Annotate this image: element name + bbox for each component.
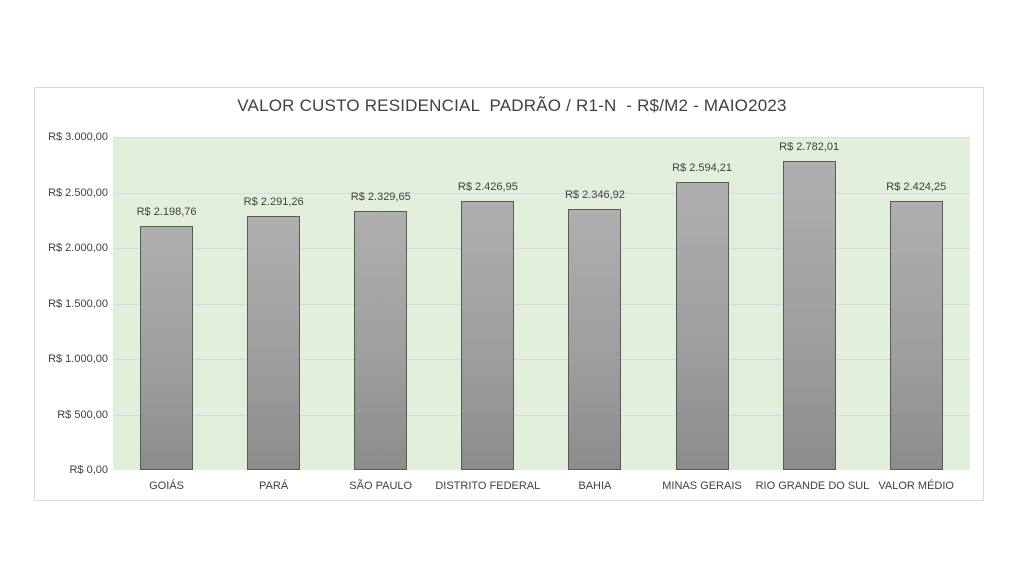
bar (782, 161, 836, 470)
data-label: R$ 2.782,01 (779, 141, 840, 153)
y-tick-label: R$ 1.000,00 (48, 353, 108, 365)
x-category-label: MINAS GERAIS (662, 480, 742, 492)
x-category-label: SÃO PAULO (349, 480, 413, 492)
data-label: R$ 2.594,21 (672, 162, 733, 174)
plot-area (113, 137, 970, 470)
data-label: R$ 2.424,25 (886, 181, 947, 193)
bar (354, 211, 408, 470)
gridline (113, 304, 970, 305)
x-category-label: VALOR MÉDIO (878, 480, 954, 492)
gridline (113, 415, 970, 416)
bar (247, 216, 301, 470)
y-tick-label: R$ 1.500,00 (48, 298, 108, 310)
bar (889, 201, 943, 470)
x-category-label: GOIÁS (149, 480, 184, 492)
bar (461, 201, 515, 470)
gridline (113, 193, 970, 194)
x-category-label: DISTRITO FEDERAL (435, 480, 541, 492)
data-label: R$ 2.291,26 (243, 196, 304, 208)
y-tick-label: R$ 3.000,00 (48, 131, 108, 143)
data-label: R$ 2.329,65 (350, 191, 411, 203)
bar (675, 182, 729, 470)
gridline (113, 359, 970, 360)
x-category-label: PARÁ (259, 480, 289, 492)
y-tick-label: R$ 500,00 (57, 409, 108, 421)
y-tick-label: R$ 2.500,00 (48, 187, 108, 199)
bar (568, 209, 622, 470)
x-category-label: BAHIA (578, 480, 612, 492)
gridline (113, 137, 970, 138)
y-tick-label: R$ 0,00 (69, 464, 108, 476)
bar (140, 226, 194, 470)
data-label: R$ 2.346,92 (564, 189, 625, 201)
gridline (113, 248, 970, 249)
data-label: R$ 2.198,76 (136, 206, 197, 218)
x-category-label: RIO GRANDE DO SUL (755, 480, 870, 492)
y-tick-label: R$ 2.000,00 (48, 242, 108, 254)
data-label: R$ 2.426,95 (457, 181, 518, 193)
chart-title: VALOR CUSTO RESIDENCIAL PADRÃO / R1-N - … (237, 96, 787, 115)
